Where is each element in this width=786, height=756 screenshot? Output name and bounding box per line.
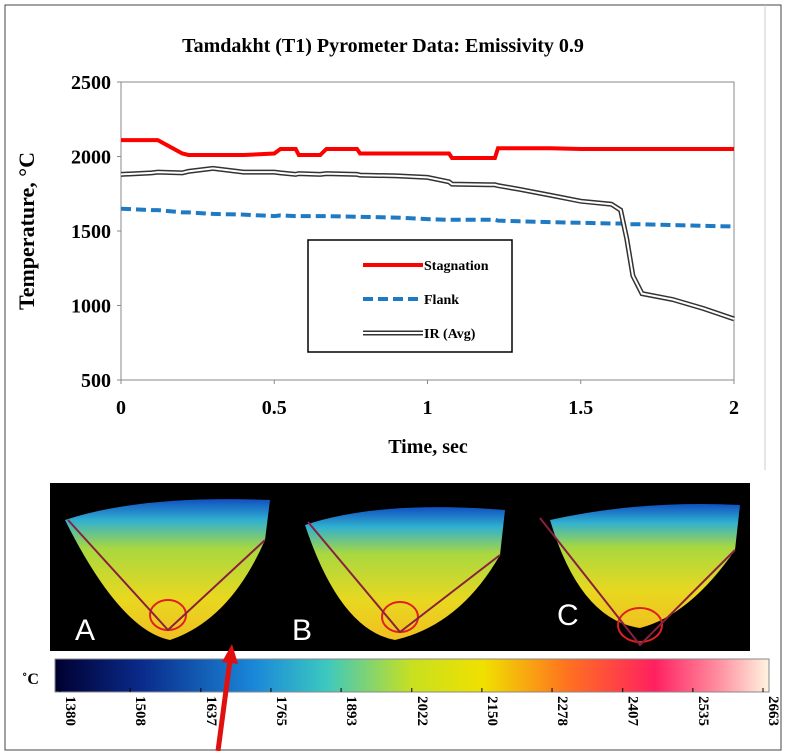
- colorbar-tick-label: 2663: [765, 696, 781, 726]
- legend-label: Flank: [424, 293, 459, 308]
- series-line: [121, 138, 734, 160]
- sight-line: [67, 519, 266, 632]
- x-tick-label: 0.5: [262, 397, 287, 419]
- sight-line: [539, 517, 736, 647]
- y-tick-label: 2000: [71, 147, 111, 169]
- arrow: [215, 659, 233, 752]
- colorbar-tick-label: 2278: [554, 696, 570, 726]
- panel-label: A: [75, 614, 95, 647]
- x-axis-label: Time, sec: [388, 436, 468, 458]
- colorbar-tick-label: 2150: [484, 696, 500, 726]
- colorbar: [54, 658, 770, 693]
- colorbar-tick-label: 1380: [62, 696, 78, 726]
- y-tick-label: 1000: [71, 296, 111, 318]
- colorbar-tick-label: 1893: [343, 696, 359, 726]
- x-tick-label: 1.5: [568, 397, 593, 419]
- chart: Tamdakht (T1) Pyrometer Data: Emissivity…: [14, 35, 735, 458]
- thermal-panel: A B C ˚C: [22, 483, 770, 752]
- x-tick-label: 0: [116, 397, 126, 419]
- frame: [4, 4, 782, 751]
- legend-label: Stagnation: [424, 259, 489, 274]
- colorbar-tick-label: 1765: [273, 696, 289, 726]
- thermal-image: [305, 507, 505, 640]
- chart-title: Tamdakht (T1) Pyrometer Data: Emissivity…: [182, 35, 584, 57]
- x-tick-label: 1: [423, 397, 433, 419]
- y-tick-label: 1500: [71, 221, 111, 243]
- sight-line: [307, 521, 501, 634]
- arrow-head: [222, 644, 238, 664]
- colorbar-tick-label: 1508: [132, 696, 148, 726]
- y-tick-label: 2500: [71, 72, 111, 94]
- colorbar-unit: ˚C: [22, 671, 39, 688]
- colorbar-tick-label: 2022: [414, 696, 430, 726]
- y-tick-label: 500: [81, 370, 111, 392]
- thermal-image: [550, 504, 740, 628]
- colorbar-tick-label: 1637: [203, 696, 219, 727]
- legend-label: IR (Avg): [424, 327, 476, 342]
- series-line-inner: [120, 167, 735, 320]
- x-tick-label: 2: [729, 397, 739, 419]
- colorbar-tick-label: 2535: [695, 696, 711, 726]
- thermal-image: [65, 499, 270, 640]
- panel-label: B: [292, 614, 312, 647]
- panel-label: C: [557, 599, 579, 632]
- y-axis-label: Temperature, °C: [14, 152, 39, 310]
- roi-circle: [617, 607, 663, 643]
- series-line: [120, 206, 735, 229]
- colorbar-tick-label: 2407: [625, 696, 641, 727]
